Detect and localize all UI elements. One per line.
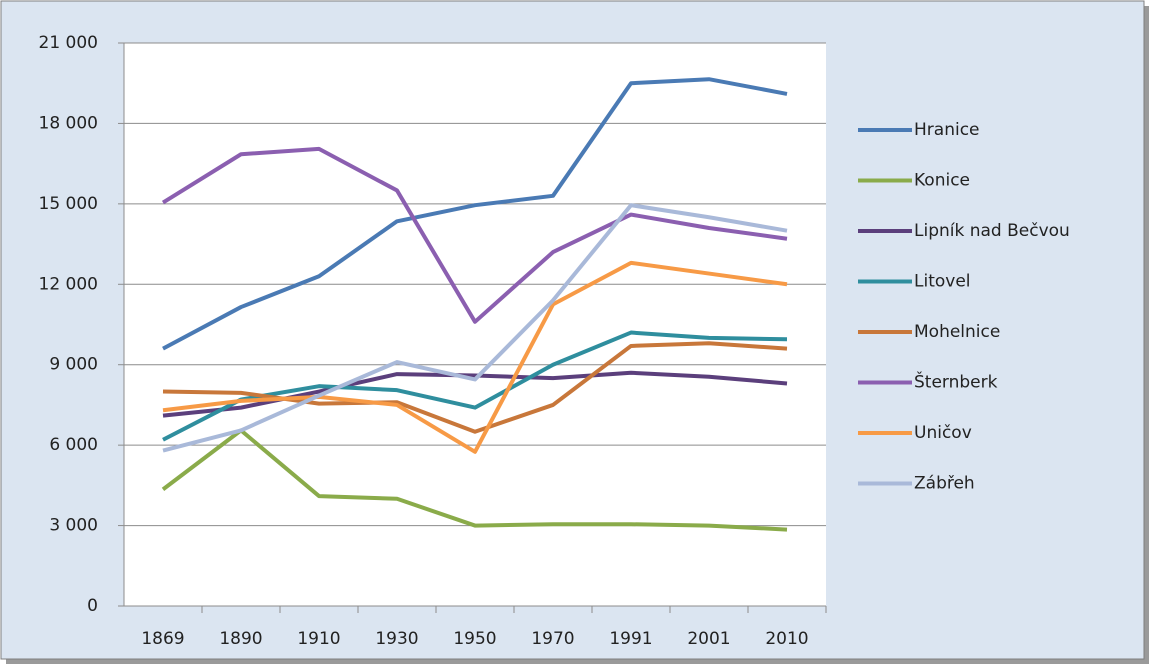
legend-label: Uničov <box>914 423 972 443</box>
line-series <box>162 370 788 418</box>
y-tick-label: 12 000 <box>39 274 98 294</box>
line-series <box>162 77 788 351</box>
x-tick-label: 1950 <box>453 629 496 649</box>
y-tick-label: 0 <box>87 596 98 616</box>
plot-area <box>124 43 826 606</box>
y-tick-label: 6 000 <box>49 435 98 455</box>
x-tick-label: 1869 <box>141 629 184 649</box>
y-tick-label: 15 000 <box>39 194 98 214</box>
legend-label: Konice <box>914 171 970 191</box>
legend-label: Mohelnice <box>914 322 1000 342</box>
legend-label: Litovel <box>914 272 971 292</box>
legend-label: Hranice <box>914 120 980 140</box>
line-series <box>162 260 788 454</box>
y-tick-label: 21 000 <box>39 33 98 53</box>
legend-label: Zábřeh <box>914 474 975 494</box>
x-tick-label: 1930 <box>375 629 418 649</box>
y-tick-label: 9 000 <box>49 355 98 375</box>
x-tick-label: 2001 <box>687 629 730 649</box>
line-series <box>161 428 788 532</box>
y-tick-label: 18 000 <box>39 113 98 133</box>
legend-label: Lipník nad Bečvou <box>914 221 1070 241</box>
x-tick-label: 1991 <box>609 629 652 649</box>
line-series <box>161 146 788 324</box>
x-tick-label: 1890 <box>219 629 262 649</box>
y-tick-label: 3 000 <box>49 516 98 536</box>
line-series <box>162 203 788 453</box>
legend-label: Šternberk <box>914 371 998 393</box>
x-tick-label: 1910 <box>297 629 340 649</box>
line-series <box>162 341 788 434</box>
x-tick-label: 2010 <box>765 629 808 649</box>
x-tick-label: 1970 <box>531 629 574 649</box>
